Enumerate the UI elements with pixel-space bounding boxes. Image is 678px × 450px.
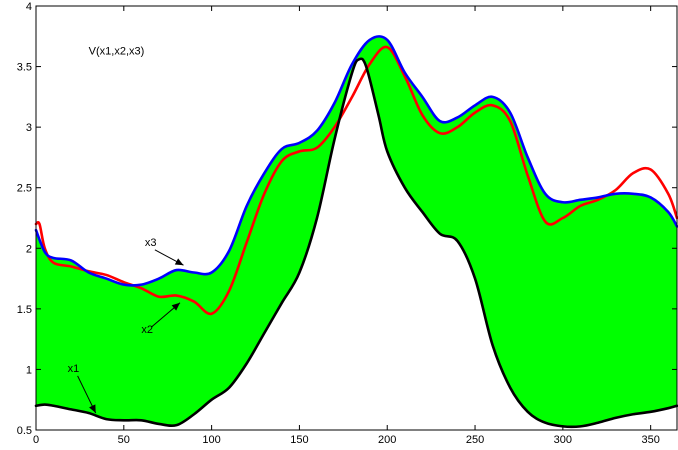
annotation-x1: x1	[68, 363, 80, 375]
x-tick-label: 0	[33, 434, 39, 446]
y-tick-label: 3.5	[17, 62, 32, 74]
x-tick-label: 150	[290, 434, 308, 446]
axes-frame	[35, 5, 678, 431]
annotation-x2: x2	[141, 324, 153, 336]
y-tick-label: 2	[26, 243, 32, 255]
series-line-x3	[34, 35, 678, 287]
annotation-arrow-head	[174, 258, 184, 266]
x-tick-label: 250	[466, 434, 484, 446]
x-tick-label: 50	[118, 434, 130, 446]
plot-area: 0 50 100 150 200 250 300 350 0.5 1 1.5 2 2.5 3 3.5 4 V(x…	[17, 1, 678, 446]
x-tick-label: 300	[554, 434, 572, 446]
y-tick-label: 3	[26, 122, 32, 134]
y-tick-label: 2.5	[17, 183, 32, 195]
annotation-arrow-head	[171, 302, 181, 311]
fill-area	[36, 36, 677, 427]
annotation-x3: x3	[145, 237, 157, 249]
x-tick-label: 100	[202, 434, 220, 446]
annotation-v-x1-x2-x3-: V(x1,x2,x3)	[89, 45, 145, 57]
series-line-x2	[34, 45, 678, 316]
annotation-arrow-head	[89, 404, 96, 414]
y-tick-label: 1.5	[17, 304, 32, 316]
series-line-x1	[34, 57, 678, 429]
x-tick-label: 350	[641, 434, 659, 446]
y-tick-label: 0.5	[17, 425, 32, 437]
y-tick-label: 1	[26, 364, 32, 376]
y-tick-label: 4	[26, 1, 32, 13]
x-tick-label: 200	[378, 434, 396, 446]
